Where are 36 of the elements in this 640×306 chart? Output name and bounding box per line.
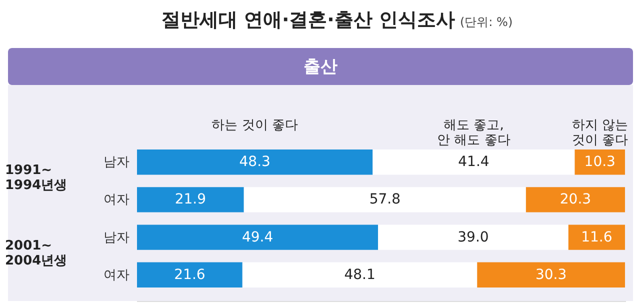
bar — [242, 262, 478, 288]
series-label: 해도 좋고, 안 해도 좋다 — [437, 118, 510, 148]
data-label: 48.1 — [344, 266, 376, 283]
chart-subtitle: (단위: %) — [460, 15, 513, 29]
bar — [372, 150, 575, 175]
y-tick-label: 여자 — [104, 268, 130, 283]
chart-title: 절반세대 연애·결혼·출산 인식조사 — [161, 9, 455, 31]
data-label: 30.3 — [535, 266, 567, 283]
data-label: 10.3 — [584, 154, 616, 170]
bar — [137, 187, 244, 212]
bar — [378, 224, 568, 250]
bar — [244, 187, 526, 212]
data-label: 49.4 — [242, 229, 274, 246]
data-label: 21.9 — [174, 192, 206, 208]
data-label: 48.3 — [239, 154, 270, 170]
data-label: 41.4 — [458, 154, 490, 170]
data-label: 57.8 — [369, 192, 400, 208]
bar — [568, 224, 625, 250]
data-label: 20.3 — [560, 192, 592, 208]
data-label: 39.0 — [458, 229, 489, 246]
series-label: 하지 않는 것이 좋다 — [572, 118, 628, 148]
text: 출산 — [304, 57, 338, 77]
bar — [137, 262, 242, 288]
y-tick-label: 남자 — [104, 155, 130, 170]
bar — [477, 262, 625, 288]
y-tick-label: 남자 — [104, 230, 130, 246]
data-label: 11.6 — [581, 229, 612, 246]
text: 1991~ 1994년생 — [5, 163, 68, 194]
y-tick-label: 여자 — [104, 192, 130, 208]
text: 2001~ 2004년생 — [5, 238, 68, 268]
bar — [574, 150, 625, 175]
bar — [137, 224, 378, 250]
data-label: 21.6 — [174, 266, 206, 283]
series-label: 하는 것이 좋다 — [212, 118, 298, 133]
bar — [526, 187, 625, 212]
bar — [137, 150, 373, 175]
